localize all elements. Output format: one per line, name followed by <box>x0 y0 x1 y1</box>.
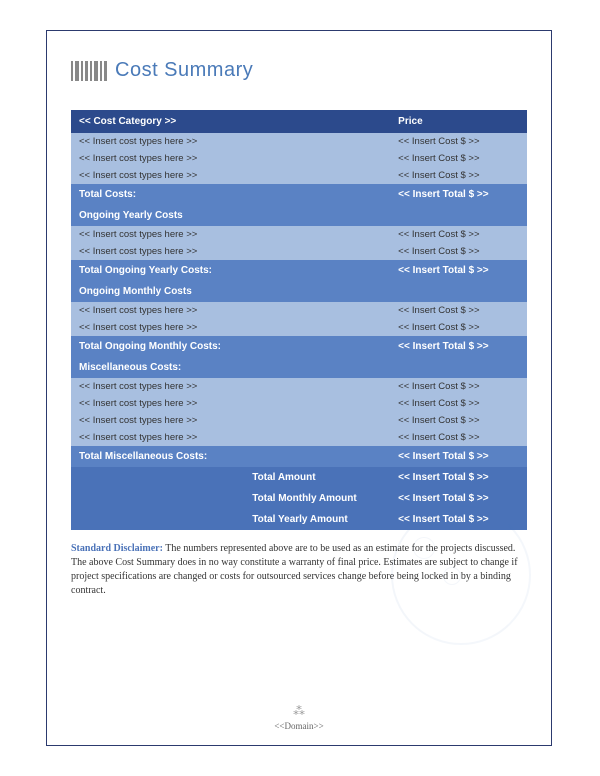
page-footer: ⁂ <<Domain>> <box>47 704 551 731</box>
cost-type-cell: << Insert cost types here >> <box>71 243 390 260</box>
monthly-total-label: Total Ongoing Monthly Costs: <box>71 336 390 357</box>
cost-type-cell: << Insert cost types here >> <box>71 429 390 446</box>
yearly-heading-row: Ongoing Yearly Costs <box>71 205 527 226</box>
table-row: << Insert cost types here >> << Insert C… <box>71 395 527 412</box>
cost-type-cell: << Insert cost types here >> <box>71 167 390 184</box>
title-row: Cost Summary <box>71 59 527 82</box>
cost-type-cell: << Insert cost types here >> <box>71 133 390 150</box>
cost-value-cell: << Insert Cost $ >> <box>390 412 527 429</box>
table-row: << Insert cost types here >> << Insert C… <box>71 412 527 429</box>
cost-type-cell: << Insert cost types here >> <box>71 378 390 395</box>
cost-type-cell: << Insert cost types here >> <box>71 150 390 167</box>
cost-value-cell: << Insert Cost $ >> <box>390 302 527 319</box>
misc-total-row: Total Miscellaneous Costs: << Insert Tot… <box>71 446 527 467</box>
disclaimer-label: Standard Disclaimer: <box>71 543 163 554</box>
table-row: << Insert cost types here >> << Insert C… <box>71 378 527 395</box>
cost-type-cell: << Insert cost types here >> <box>71 395 390 412</box>
cost-value-cell: << Insert Cost $ >> <box>390 378 527 395</box>
total-costs-value: << Insert Total $ >> <box>390 184 527 205</box>
grand-total-value: << Insert Total $ >> <box>390 509 527 530</box>
total-costs-label: Total Costs: <box>71 184 390 205</box>
monthly-total-row: Total Ongoing Monthly Costs: << Insert T… <box>71 336 527 357</box>
cost-summary-table: << Cost Category >> Price << Insert cost… <box>71 110 527 530</box>
barcode-icon <box>71 61 107 81</box>
misc-total-label: Total Miscellaneous Costs: <box>71 446 390 467</box>
grand-total-row: Total Yearly Amount << Insert Total $ >> <box>71 509 527 530</box>
cost-type-cell: << Insert cost types here >> <box>71 319 390 336</box>
cost-value-cell: << Insert Cost $ >> <box>390 167 527 184</box>
disclaimer-block: Standard Disclaimer: The numbers represe… <box>71 542 527 598</box>
cost-value-cell: << Insert Cost $ >> <box>390 133 527 150</box>
yearly-heading: Ongoing Yearly Costs <box>71 205 527 226</box>
cost-type-cell: << Insert cost types here >> <box>71 302 390 319</box>
yearly-total-value: << Insert Total $ >> <box>390 260 527 281</box>
yearly-total-label: Total Ongoing Yearly Costs: <box>71 260 390 281</box>
table-row: << Insert cost types here >> << Insert C… <box>71 150 527 167</box>
table-row: << Insert cost types here >> << Insert C… <box>71 167 527 184</box>
misc-total-value: << Insert Total $ >> <box>390 446 527 467</box>
cost-value-cell: << Insert Cost $ >> <box>390 243 527 260</box>
grand-total-value: << Insert Total $ >> <box>390 467 527 488</box>
total-costs-row: Total Costs: << Insert Total $ >> <box>71 184 527 205</box>
cost-value-cell: << Insert Cost $ >> <box>390 226 527 243</box>
monthly-total-value: << Insert Total $ >> <box>390 336 527 357</box>
table-row: << Insert cost types here >> << Insert C… <box>71 429 527 446</box>
header-category: << Cost Category >> <box>71 110 390 133</box>
table-row: << Insert cost types here >> << Insert C… <box>71 319 527 336</box>
header-price: Price <box>390 110 527 133</box>
empty-cell <box>71 467 244 488</box>
table-header-row: << Cost Category >> Price <box>71 110 527 133</box>
cost-value-cell: << Insert Cost $ >> <box>390 429 527 446</box>
misc-heading-row: Miscellaneous Costs: <box>71 357 527 378</box>
footer-ornament-icon: ⁂ <box>47 704 551 719</box>
grand-total-label: Total Yearly Amount <box>244 509 390 530</box>
page-title: Cost Summary <box>115 59 253 82</box>
table-row: << Insert cost types here >> << Insert C… <box>71 302 527 319</box>
grand-total-row: Total Amount << Insert Total $ >> <box>71 467 527 488</box>
cost-value-cell: << Insert Cost $ >> <box>390 150 527 167</box>
table-row: << Insert cost types here >> << Insert C… <box>71 243 527 260</box>
cost-type-cell: << Insert cost types here >> <box>71 226 390 243</box>
yearly-total-row: Total Ongoing Yearly Costs: << Insert To… <box>71 260 527 281</box>
footer-text: <<Domain>> <box>274 721 323 731</box>
empty-cell <box>71 509 244 530</box>
grand-total-label: Total Monthly Amount <box>244 488 390 509</box>
table-row: << Insert cost types here >> << Insert C… <box>71 226 527 243</box>
table-row: << Insert cost types here >> << Insert C… <box>71 133 527 150</box>
grand-total-value: << Insert Total $ >> <box>390 488 527 509</box>
cost-value-cell: << Insert Cost $ >> <box>390 395 527 412</box>
cost-value-cell: << Insert Cost $ >> <box>390 319 527 336</box>
grand-total-row: Total Monthly Amount << Insert Total $ >… <box>71 488 527 509</box>
grand-total-label: Total Amount <box>244 467 390 488</box>
misc-heading: Miscellaneous Costs: <box>71 357 527 378</box>
monthly-heading: Ongoing Monthly Costs <box>71 281 527 302</box>
cost-type-cell: << Insert cost types here >> <box>71 412 390 429</box>
monthly-heading-row: Ongoing Monthly Costs <box>71 281 527 302</box>
empty-cell <box>71 488 244 509</box>
document-page: Cost Summary << Cost Category >> Price <… <box>46 30 552 746</box>
